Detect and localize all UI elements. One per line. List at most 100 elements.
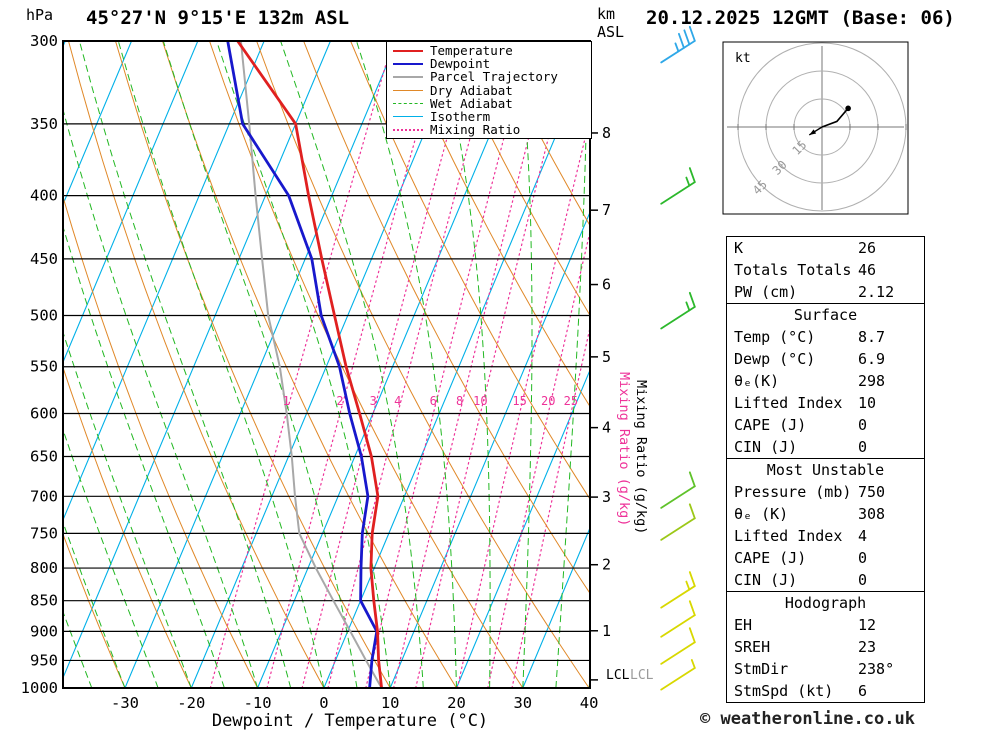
stats-row: CIN (J) 0 [727,569,924,591]
hodograph-unit-label: kt [735,51,751,66]
legend-item: Dry Adiabat [387,84,591,97]
stats-row: K 26 [727,237,924,259]
legend-item-label: Wet Adiabat [430,95,513,111]
stats-row: Pressure (mb) 750 [727,481,924,503]
legend-item-label: Parcel Trajectory [430,69,558,85]
temperature-tick-labels: -30 -20 -10 0 10 20 30 40 [111,694,598,712]
svg-text:1000: 1000 [21,679,58,697]
svg-text:-20: -20 [177,694,205,712]
stats-label: Pressure (mb) [734,483,852,501]
stats-label: Totals Totals [734,261,852,279]
stats-row: PW (cm) 2.12 [727,281,924,303]
svg-text:3: 3 [602,488,611,506]
svg-text:4: 4 [602,419,611,437]
svg-text:300: 300 [30,32,58,50]
legend-item: Isotherm [387,110,591,123]
svg-text:25: 25 [564,394,578,408]
stats-row: CIN (J) 0 [727,436,924,458]
stats-value: 8.7 [858,328,886,346]
stats-label: Temp (°C) [734,328,816,346]
stats-row: StmSpd (kt) 6 [727,680,924,702]
stats-value: 2.12 [858,283,895,301]
svg-text:800: 800 [30,559,58,577]
legend-item: Temperature [387,44,591,57]
stats-label: StmSpd (kt) [734,682,834,700]
svg-text:650: 650 [30,448,58,466]
stats-label: EH [734,616,753,634]
svg-text:5: 5 [602,348,611,366]
stats-row: Dewp (°C) 6.9 [727,348,924,370]
temperature-curve [236,41,383,688]
legend-item: Dewpoint [387,57,591,70]
stats-value: 46 [858,261,877,279]
stats-label: θₑ(K) [734,372,780,390]
wind-barbs [660,25,696,691]
stats-row: θₑ (K) 308 [727,503,924,525]
legend-item: Wet Adiabat [387,97,591,110]
isotherm-lines [63,41,590,688]
stats-table: K 26 Totals Totals 46 PW (cm) 2.12 Surface Temp… [726,236,925,703]
stats-label: K [734,239,744,257]
stats-value: 26 [858,239,877,257]
legend-line-sample [393,49,423,52]
wind-barb [660,571,696,609]
stats-value: 0 [858,416,868,434]
stats-row: Lifted Index 10 [727,392,924,414]
svg-text:8: 8 [602,124,611,142]
x-axis-label: Dewpoint / Temperature (°C) [211,711,489,731]
svg-text:8: 8 [456,394,463,408]
stats-value: 0 [858,571,868,589]
legend-item-label: Isotherm [430,109,491,125]
svg-text:550: 550 [30,358,58,376]
wind-barb [660,627,696,665]
stats-value: 12 [858,616,877,634]
stats-label: CAPE (J) [734,416,807,434]
svg-text:900: 900 [30,622,58,640]
pressure-tick-labels: 300 350 400 450 500 550 600 650 700 750 800 850 900 9… [21,32,58,697]
wind-barb [660,25,696,64]
legend-line-sample [393,102,423,104]
svg-text:40: 40 [580,694,599,712]
stats-value: 238° [858,660,895,678]
pressure-gridlines [63,41,590,688]
svg-text:4: 4 [394,394,401,408]
stats-row: CAPE (J) 0 [727,547,924,569]
wind-barb [660,600,696,638]
mixing-axis-label-pink: Mixing Ratio (g/kg) [616,372,632,526]
svg-text:0: 0 [319,694,328,712]
svg-text:750: 750 [30,524,58,542]
wind-barb [660,503,696,541]
legend-item-label: Mixing Ratio [430,122,521,138]
stats-row: Lifted Index 4 [727,525,924,547]
svg-text:6: 6 [430,394,437,408]
stats-label: StmDir [734,660,789,678]
parcel-trajectory-curve [239,41,383,688]
lcl-label-secondary: LCL [630,668,654,683]
stats-value: 298 [858,372,886,390]
stats-row: CAPE (J) 0 [727,414,924,436]
svg-text:-10: -10 [244,694,272,712]
svg-text:20: 20 [541,394,555,408]
plot-border [62,40,591,689]
datetime-title: 20.12.2025 12GMT (Base: 06) [646,7,955,29]
plot-area [63,41,590,688]
stats-label: CIN (J) [734,571,798,589]
legend-item: Parcel Trajectory [387,70,591,83]
svg-text:450: 450 [30,250,58,268]
stats-section: Hodograph EH 12 SREH 23 StmDir 238° StmSpd (kt)… [727,591,924,702]
svg-text:950: 950 [30,651,58,669]
stats-value: 6 [858,682,868,700]
svg-text:850: 850 [30,592,58,610]
mixing-ratio-labels: 1 2 3 4 6 8 10 15 20 25 [283,394,578,408]
svg-text:10: 10 [381,694,400,712]
stats-row: Totals Totals 46 [727,259,924,281]
km-axis-unit-label: km [597,5,616,23]
stats-value: 6.9 [858,350,886,368]
hodograph-trace [821,107,849,128]
wind-barb [660,167,696,205]
stats-section: K 26 Totals Totals 46 PW (cm) 2.12 [727,237,924,303]
stats-section: Most Unstable Pressure (mb) 750 θₑ (K) 308 Li… [727,458,924,591]
svg-text:2: 2 [336,394,343,408]
stats-value: 750 [858,483,886,501]
stats-value: 23 [858,638,877,656]
